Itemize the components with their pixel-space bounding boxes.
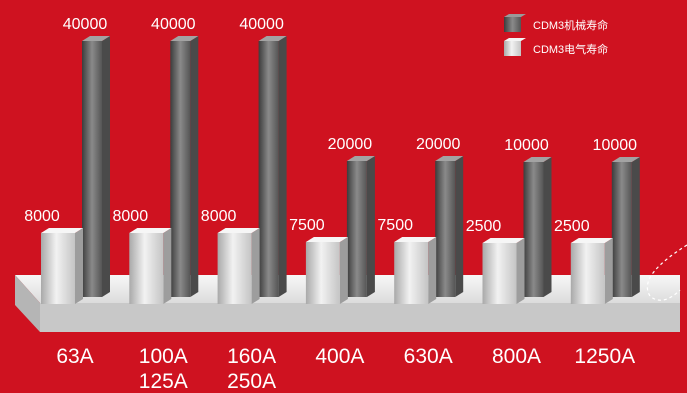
category-label: 100A (139, 345, 188, 368)
bar-mechanical (435, 156, 464, 297)
bar-electrical (129, 228, 172, 304)
category-label: 63A (56, 345, 93, 368)
bar-electrical-side (163, 228, 172, 304)
bar-mechanical-top (346, 156, 375, 161)
bar-mechanical-side (278, 36, 287, 297)
bar-electrical-side (428, 237, 437, 304)
value-label-electrical: 8000 (201, 208, 237, 225)
bar-mechanical-front (170, 41, 191, 297)
bar-electrical-front (570, 243, 605, 304)
legend-swatch-mechanical (504, 17, 521, 32)
bar-mechanical-top (82, 36, 110, 41)
bar-electrical-front (305, 242, 340, 304)
bar-electrical-front (41, 233, 75, 304)
bar-mechanical-side (543, 157, 552, 297)
value-label-mechanical: 40000 (63, 16, 108, 33)
bar-electrical-top (570, 238, 613, 243)
value-label-mechanical: 20000 (416, 136, 461, 153)
bars-layer (41, 36, 640, 304)
value-label-electrical: 8000 (24, 208, 60, 225)
platform-front (40, 303, 680, 332)
bar-mechanical-top (611, 157, 640, 162)
bar-electrical-front (129, 233, 164, 304)
bar-mechanical (346, 156, 375, 297)
legend-swatch-electrical (504, 41, 521, 56)
legend-item-electrical: CDM3电气寿命 (504, 38, 608, 56)
bar-electrical (305, 237, 348, 304)
legend: CDM3机械寿命 CDM3电气寿命 (504, 14, 608, 56)
bar-electrical-side (251, 228, 260, 304)
bar-mechanical (258, 36, 287, 297)
bar-electrical-top (41, 228, 83, 233)
platform-left-edge (15, 275, 40, 332)
bar-electrical-front (394, 242, 429, 304)
bar-electrical-top (482, 238, 525, 243)
category-label: 630A (404, 345, 453, 368)
bar-mechanical (82, 36, 110, 297)
bar-mechanical-side (366, 156, 375, 297)
bar-mechanical (170, 36, 199, 297)
legend-item-mechanical: CDM3机械寿命 (504, 14, 608, 32)
bar-electrical-front (217, 233, 252, 304)
category-label: 250A (227, 370, 276, 393)
value-label-electrical: 7500 (289, 217, 325, 234)
category-label: 400A (315, 345, 364, 368)
bar-mechanical-front (346, 161, 367, 297)
value-label-mechanical: 20000 (328, 136, 373, 153)
bar-electrical (41, 228, 83, 304)
bar-mechanical-side (455, 156, 464, 297)
bar-electrical-top (217, 228, 260, 233)
bar-mechanical-front (611, 162, 632, 297)
bar-electrical (394, 237, 437, 304)
bar-electrical (570, 238, 613, 304)
value-label-mechanical: 40000 (239, 16, 284, 33)
bar-mechanical (611, 157, 640, 297)
decorative-dashed-arc (646, 244, 687, 301)
legend-label-mechanical: CDM3机械寿命 (533, 18, 608, 32)
legend-swatch-electrical-top (504, 38, 526, 41)
bar-mechanical-top (523, 157, 552, 162)
bar-electrical-top (129, 228, 172, 233)
bar-electrical (482, 238, 525, 304)
value-label-mechanical: 10000 (593, 137, 638, 154)
category-label: 160A (227, 345, 276, 368)
bar-mechanical-front (82, 41, 102, 297)
legend-swatch-mechanical-top (504, 14, 526, 17)
bar-electrical-side (516, 238, 525, 304)
value-label-electrical: 2500 (554, 218, 590, 235)
value-labels: 8000 40000 8000 40000 8000 40000 7500 20000 7500… (24, 16, 637, 235)
bar-electrical-front (482, 243, 517, 304)
value-label-electrical: 8000 (113, 208, 149, 225)
category-label: 800A (492, 345, 541, 368)
bar-electrical-side (339, 237, 348, 304)
bar-electrical-side (75, 228, 83, 304)
bar-electrical-top (394, 237, 437, 242)
value-label-mechanical: 10000 (504, 137, 549, 154)
bar-mechanical-side (190, 36, 199, 297)
value-label-electrical: 2500 (466, 218, 502, 235)
bar-mechanical-front (523, 162, 544, 297)
category-label: 1250A (574, 345, 635, 368)
bar-mechanical-top (170, 36, 199, 41)
legend-label-electrical: CDM3电气寿命 (533, 42, 608, 56)
bar-mechanical-top (258, 36, 287, 41)
bar-mechanical-front (435, 161, 456, 297)
bar-mechanical-front (258, 41, 279, 297)
bar-electrical-top (305, 237, 348, 242)
value-label-electrical: 7500 (377, 217, 413, 234)
bar-mechanical-top (435, 156, 464, 161)
bar-mechanical-side (102, 36, 110, 297)
category-label: 125A (139, 370, 188, 393)
bar-electrical-side (604, 238, 613, 304)
bar-mechanical (523, 157, 552, 297)
bar-electrical (217, 228, 260, 304)
bar-mechanical-side (631, 157, 640, 297)
value-label-mechanical: 40000 (151, 16, 196, 33)
